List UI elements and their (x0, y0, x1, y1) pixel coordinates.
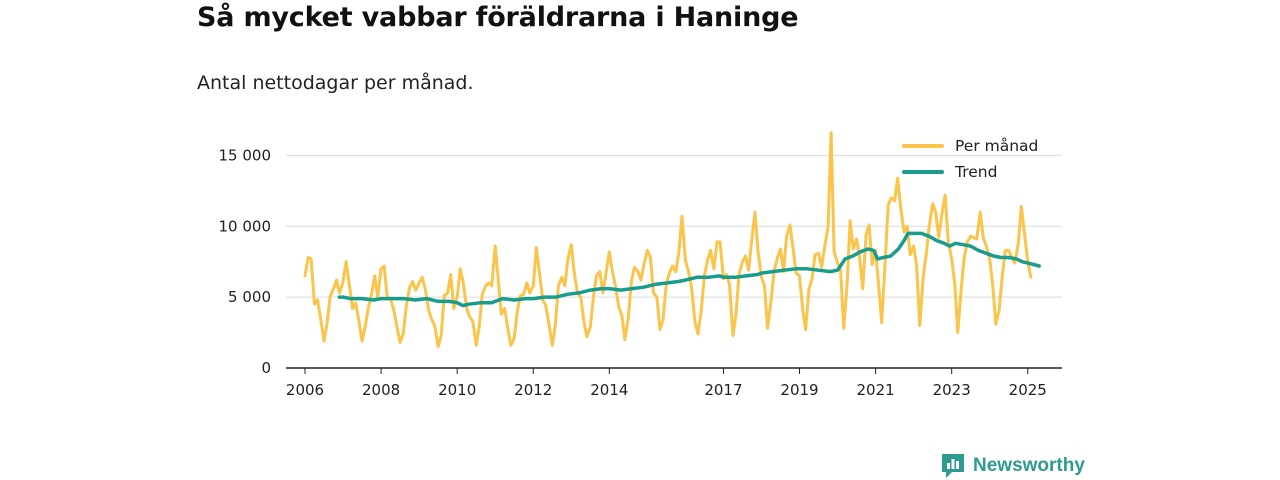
x-tick-label: 2019 (780, 381, 818, 399)
y-tick-label: 10 000 (219, 217, 272, 235)
brand-name: Newsworthy (973, 455, 1085, 476)
chart-title: Så mycket vabbar föräldrarna i Haninge (197, 2, 799, 33)
x-tick-label: 2008 (362, 381, 400, 399)
newsworthy-logo[interactable]: Newsworthy (940, 452, 1085, 480)
x-tick-label: 2012 (514, 381, 552, 399)
y-tick-label: 5 000 (228, 288, 271, 306)
series-line-trend (337, 231, 1041, 308)
x-tick-label: 2025 (1009, 381, 1047, 399)
x-tick-label: 2021 (857, 381, 895, 399)
x-tick-label: 2014 (590, 381, 628, 399)
x-tick-label: 2006 (286, 381, 324, 399)
legend-label: Per månad (955, 137, 1038, 155)
legend-label: Trend (954, 163, 997, 181)
x-tick-label: 2023 (933, 381, 971, 399)
series-line-per-manad (303, 131, 1033, 349)
chart-speech-bubble-icon (942, 454, 964, 478)
y-tick-label: 15 000 (219, 146, 272, 164)
x-tick-label: 2017 (704, 381, 742, 399)
y-tick-label: 0 (261, 359, 271, 377)
chart-subtitle: Antal nettodagar per månad. (197, 72, 474, 94)
x-tick-label: 2010 (438, 381, 476, 399)
